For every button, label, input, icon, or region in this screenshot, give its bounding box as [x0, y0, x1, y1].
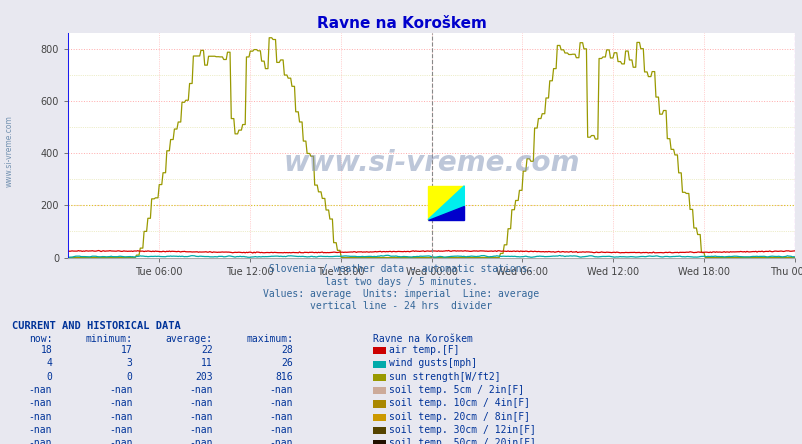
Text: 3: 3 — [127, 358, 132, 369]
Text: -nan: -nan — [29, 385, 52, 395]
Text: -nan: -nan — [109, 425, 132, 435]
Text: vertical line - 24 hrs  divider: vertical line - 24 hrs divider — [310, 301, 492, 312]
Text: -nan: -nan — [269, 438, 293, 444]
Text: Slovenia / weather data - automatic stations.: Slovenia / weather data - automatic stat… — [269, 264, 533, 274]
Text: wind gusts[mph]: wind gusts[mph] — [389, 358, 477, 369]
Text: Values: average  Units: imperial  Line: average: Values: average Units: imperial Line: av… — [263, 289, 539, 299]
Text: last two days / 5 minutes.: last two days / 5 minutes. — [325, 277, 477, 287]
Polygon shape — [427, 186, 464, 220]
Text: -nan: -nan — [109, 385, 132, 395]
Polygon shape — [427, 186, 464, 220]
Text: -nan: -nan — [269, 425, 293, 435]
Text: Ravne na Koroškem: Ravne na Koroškem — [316, 16, 486, 31]
Text: www.si-vreme.com: www.si-vreme.com — [5, 115, 14, 187]
Text: -nan: -nan — [109, 412, 132, 422]
Text: soil temp. 30cm / 12in[F]: soil temp. 30cm / 12in[F] — [389, 425, 536, 435]
Text: 11: 11 — [200, 358, 213, 369]
Text: -nan: -nan — [189, 438, 213, 444]
Text: soil temp. 10cm / 4in[F]: soil temp. 10cm / 4in[F] — [389, 398, 530, 408]
Text: -nan: -nan — [269, 412, 293, 422]
Text: -nan: -nan — [269, 398, 293, 408]
Text: minimum:: minimum: — [85, 334, 132, 344]
Text: 22: 22 — [200, 345, 213, 355]
Text: 26: 26 — [281, 358, 293, 369]
Text: -nan: -nan — [29, 398, 52, 408]
Text: CURRENT AND HISTORICAL DATA: CURRENT AND HISTORICAL DATA — [12, 321, 180, 331]
Text: 28: 28 — [281, 345, 293, 355]
Text: now:: now: — [29, 334, 52, 344]
Text: Ravne na Koroškem: Ravne na Koroškem — [373, 334, 472, 344]
Text: air temp.[F]: air temp.[F] — [389, 345, 460, 355]
Text: 0: 0 — [127, 372, 132, 382]
Text: -nan: -nan — [189, 412, 213, 422]
Text: -nan: -nan — [189, 385, 213, 395]
Text: -nan: -nan — [29, 438, 52, 444]
Text: 18: 18 — [40, 345, 52, 355]
Text: average:: average: — [165, 334, 213, 344]
Text: soil temp. 20cm / 8in[F]: soil temp. 20cm / 8in[F] — [389, 412, 530, 422]
Text: soil temp. 5cm / 2in[F]: soil temp. 5cm / 2in[F] — [389, 385, 524, 395]
Text: -nan: -nan — [109, 438, 132, 444]
Text: 4: 4 — [47, 358, 52, 369]
Text: -nan: -nan — [189, 398, 213, 408]
Text: -nan: -nan — [109, 398, 132, 408]
Text: soil temp. 50cm / 20in[F]: soil temp. 50cm / 20in[F] — [389, 438, 536, 444]
Text: -nan: -nan — [29, 412, 52, 422]
Text: -nan: -nan — [29, 425, 52, 435]
Text: 0: 0 — [47, 372, 52, 382]
Text: sun strength[W/ft2]: sun strength[W/ft2] — [389, 372, 500, 382]
Text: -nan: -nan — [189, 425, 213, 435]
Text: 17: 17 — [120, 345, 132, 355]
Polygon shape — [427, 206, 464, 220]
Text: 203: 203 — [195, 372, 213, 382]
Text: www.si-vreme.com: www.si-vreme.com — [283, 149, 579, 177]
Text: 816: 816 — [275, 372, 293, 382]
Text: -nan: -nan — [269, 385, 293, 395]
Text: maximum:: maximum: — [245, 334, 293, 344]
